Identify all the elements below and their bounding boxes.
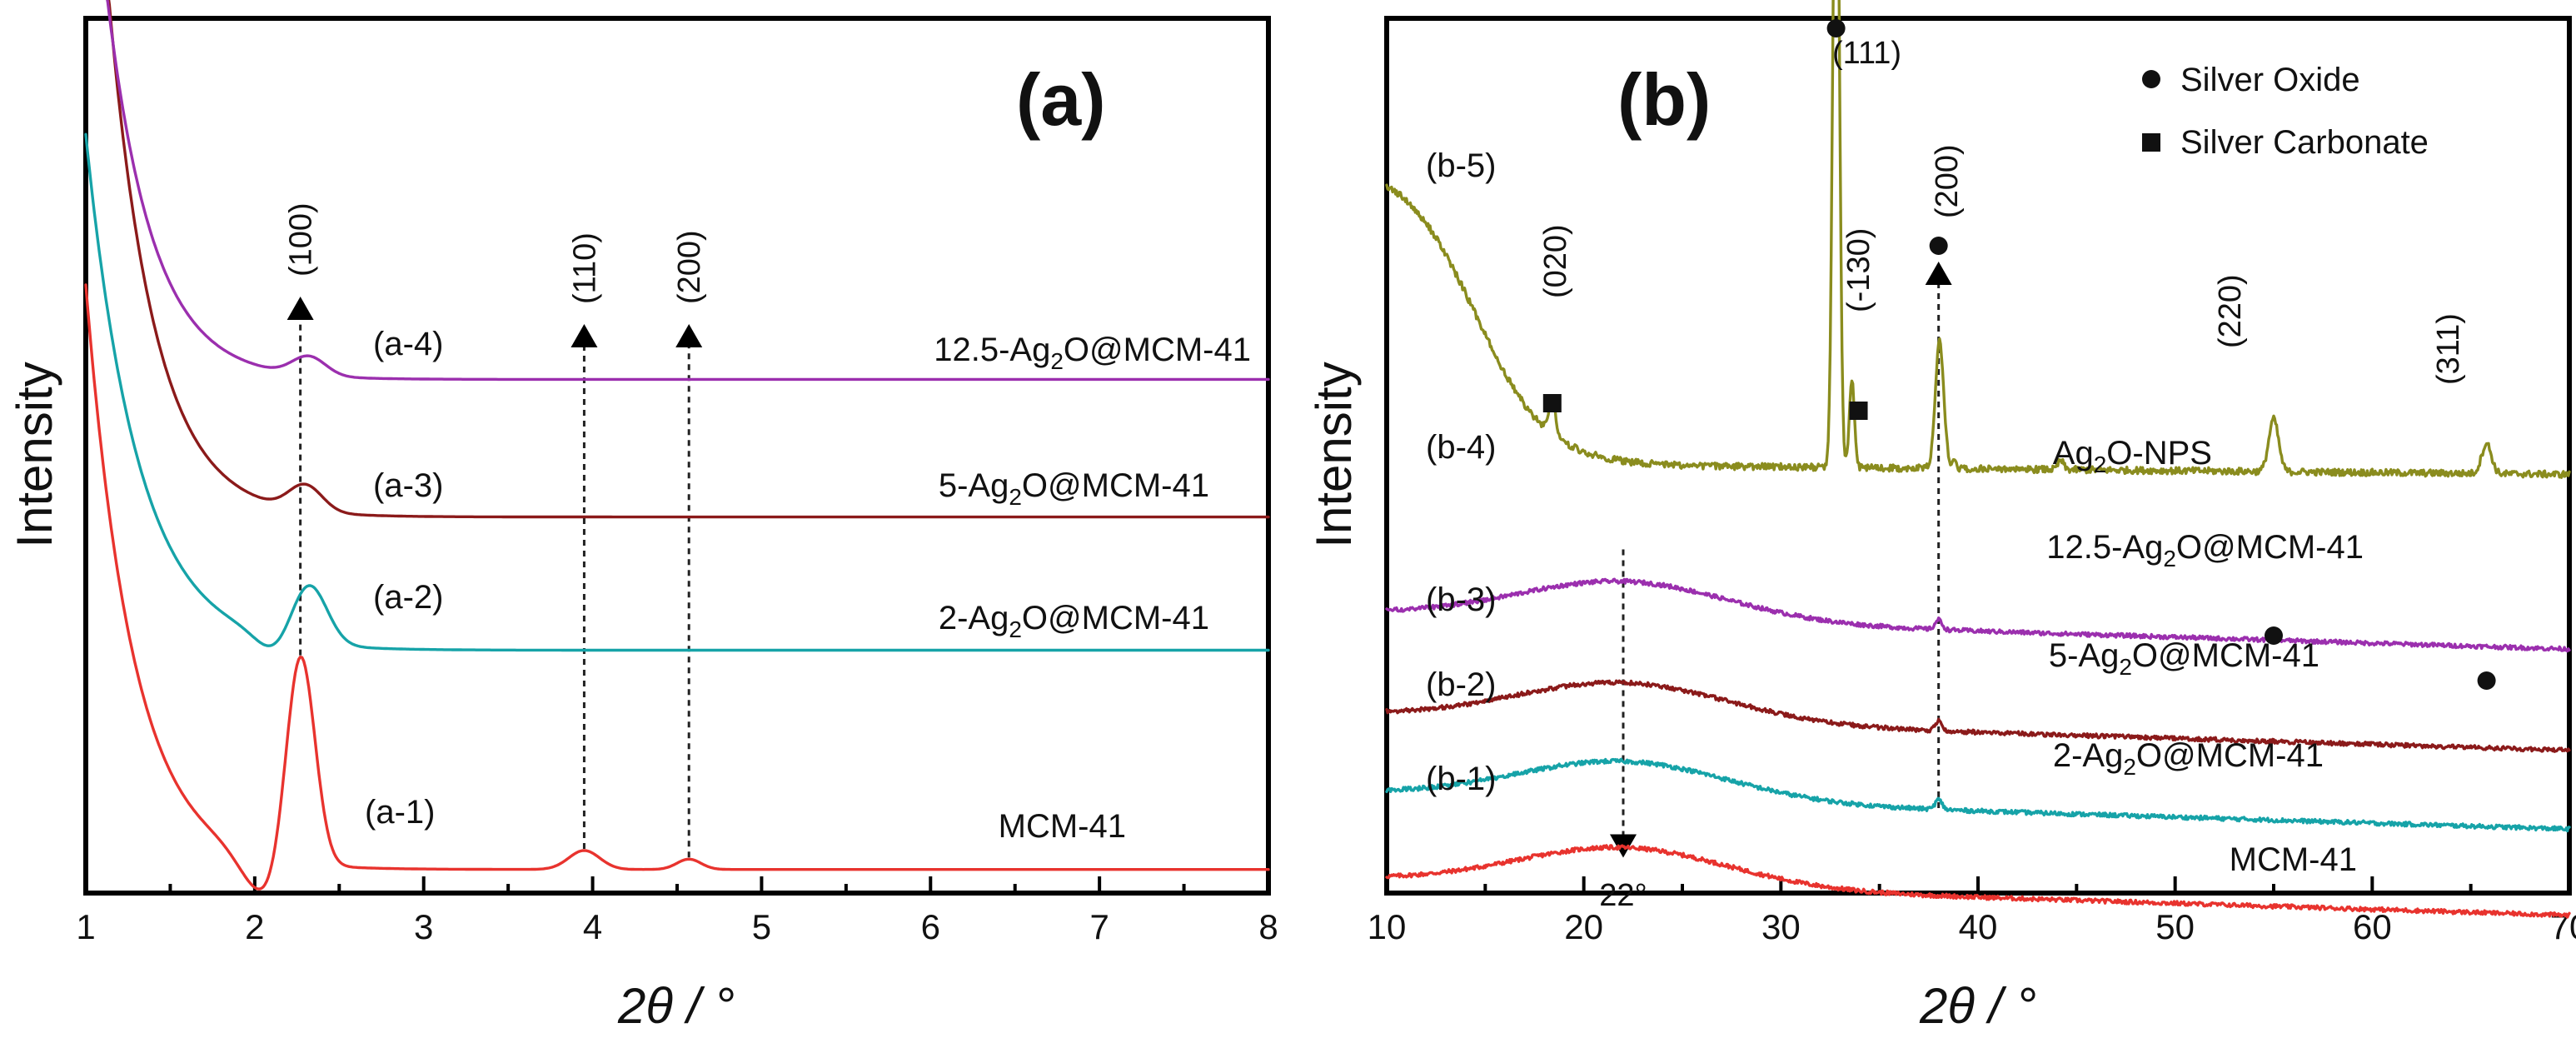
panel-a-tick-label: 1 xyxy=(76,907,95,946)
arrow-up-icon xyxy=(675,324,703,347)
series-tag-b-2: (b-2) xyxy=(1426,666,1496,703)
series-tag-b-1: (b-1) xyxy=(1426,761,1496,797)
series-a-2 xyxy=(84,132,1270,652)
panel-b-tick-label: 60 xyxy=(2353,907,2392,946)
legend-silver-carbonate-marker xyxy=(2142,133,2160,152)
legend-silver-carbonate-label: Silver Carbonate xyxy=(2180,124,2429,161)
series-b-3 xyxy=(1385,679,2571,753)
panel-a-tick-label: 8 xyxy=(1258,907,1278,946)
arrow-up-icon xyxy=(1925,262,1952,285)
panel-a-labels: (a-1) MCM-41 (a-2) 2-Ag2O@MCM-41 (a-3) 5-Ag2O… xyxy=(365,326,1251,845)
arrow-up-icon xyxy=(286,297,314,320)
series-name-b-2: 2-Ag2O@MCM-41 xyxy=(2053,737,2324,780)
series-name-b-5: Ag2O-NPS xyxy=(2053,435,2212,477)
arrow-up-icon xyxy=(571,324,598,347)
panel-b-y-label: Intensity xyxy=(1306,362,1362,547)
reflection-label: (111) xyxy=(1832,36,1901,71)
series-tag-b-5: (b-5) xyxy=(1426,147,1496,184)
series-name-b-4: 12.5-Ag2O@MCM-41 xyxy=(2046,529,2364,571)
panel-a-tick-label: 2 xyxy=(245,907,264,946)
panel-a-y-label: Intensity xyxy=(7,362,62,547)
legend-silver-oxide-marker xyxy=(2142,70,2160,88)
panel-b-tick-label: 40 xyxy=(1959,907,1998,946)
panel-a-series xyxy=(84,0,1270,891)
series-a-1 xyxy=(84,283,1270,891)
series-name-a-1: MCM-41 xyxy=(999,808,1126,845)
silver-oxide-marker xyxy=(2477,671,2496,690)
series-name-a-2: 2-Ag2O@MCM-41 xyxy=(939,600,1209,642)
panel-b-tag: (b) xyxy=(1617,58,1711,141)
reflection-label: (220) xyxy=(2213,274,2248,348)
legend-silver-oxide-label: Silver Oxide xyxy=(2180,62,2360,98)
panel-a-tick-label: 5 xyxy=(752,907,771,946)
reflection-label: (311) xyxy=(2431,313,2466,385)
series-name-b-1: MCM-41 xyxy=(2230,841,2357,878)
series-b-4 xyxy=(1385,577,2571,653)
series-tag-a-1: (a-1) xyxy=(365,794,435,831)
series-tag-a-3: (a-3) xyxy=(373,467,443,504)
series-a-4 xyxy=(106,0,1270,382)
panel-a-tag: (a) xyxy=(1016,58,1106,141)
reflection-label: (200) xyxy=(672,230,707,304)
series-name-b-3: 5-Ag2O@MCM-41 xyxy=(2049,637,2319,680)
series-tag-b-4: (b-4) xyxy=(1426,429,1496,466)
series-b-2 xyxy=(1385,757,2571,833)
panel-b-guides: 22° xyxy=(1599,229,1952,913)
panel-b-tick-label: 10 xyxy=(1368,907,1407,946)
series-b-1 xyxy=(1385,844,2571,919)
panel-b-series xyxy=(1385,0,2571,919)
panel-b-tick-label: 50 xyxy=(2155,907,2195,946)
panel-b-legend: Silver Oxide Silver Carbonate xyxy=(2142,62,2429,161)
reflection-label: (200) xyxy=(1930,144,1965,218)
panel-a-tick-label: 4 xyxy=(583,907,602,946)
series-tag-a-2: (a-2) xyxy=(373,579,443,616)
silver-oxide-marker xyxy=(1929,237,1948,255)
series-name-a-4: 12.5-Ag2O@MCM-41 xyxy=(934,332,1251,374)
series-tag-b-3: (b-3) xyxy=(1426,581,1496,618)
amorphous-hump-label: 22° xyxy=(1599,878,1647,913)
panel-b-tick-label: 30 xyxy=(1761,907,1801,946)
silver-carbonate-marker xyxy=(1542,394,1562,412)
silver-oxide-marker xyxy=(2265,626,2283,645)
panel-a-frame xyxy=(83,16,1271,896)
silver-carbonate-marker xyxy=(1849,402,1868,420)
reflection-label: (-130) xyxy=(1841,228,1876,312)
panel-a-tick-label: 6 xyxy=(921,907,940,946)
panel-a: (a) 1 2 3 4 5 6 7 8 (100) (110) (200) (a-1) MCM-41… xyxy=(7,0,1278,1034)
panel-b: (b) 10203040506070 22° (111)(200)(220)(3… xyxy=(1306,0,2576,1034)
panel-a-guides: (100) (110) (200) xyxy=(284,202,707,858)
panel-a-tick-label: 7 xyxy=(1089,907,1109,946)
silver-oxide-marker xyxy=(1826,19,1846,37)
reflection-label: (100) xyxy=(284,202,319,277)
panel-b-tick-label: 20 xyxy=(1564,907,1603,946)
panel-a-x-axis: 1 2 3 4 5 6 7 8 xyxy=(76,876,1278,946)
reflection-label: (020) xyxy=(1538,224,1573,298)
reflection-label: (110) xyxy=(567,232,602,304)
series-b-5 xyxy=(1385,0,2571,479)
panel-a-tick-label: 3 xyxy=(414,907,433,946)
panel-a-x-label: 2θ / ° xyxy=(617,978,735,1034)
panel-b-x-label: 2θ / ° xyxy=(1919,978,2036,1034)
panel-b-labels: (111) (200) (220) (311) (020) (-130) (b-1) MCM-… xyxy=(1426,19,2496,878)
series-a-3 xyxy=(107,0,1270,519)
panel-b-x-axis: 10203040506070 xyxy=(1368,876,2576,946)
series-tag-a-4: (a-4) xyxy=(373,326,443,362)
series-name-a-3: 5-Ag2O@MCM-41 xyxy=(939,467,1209,510)
